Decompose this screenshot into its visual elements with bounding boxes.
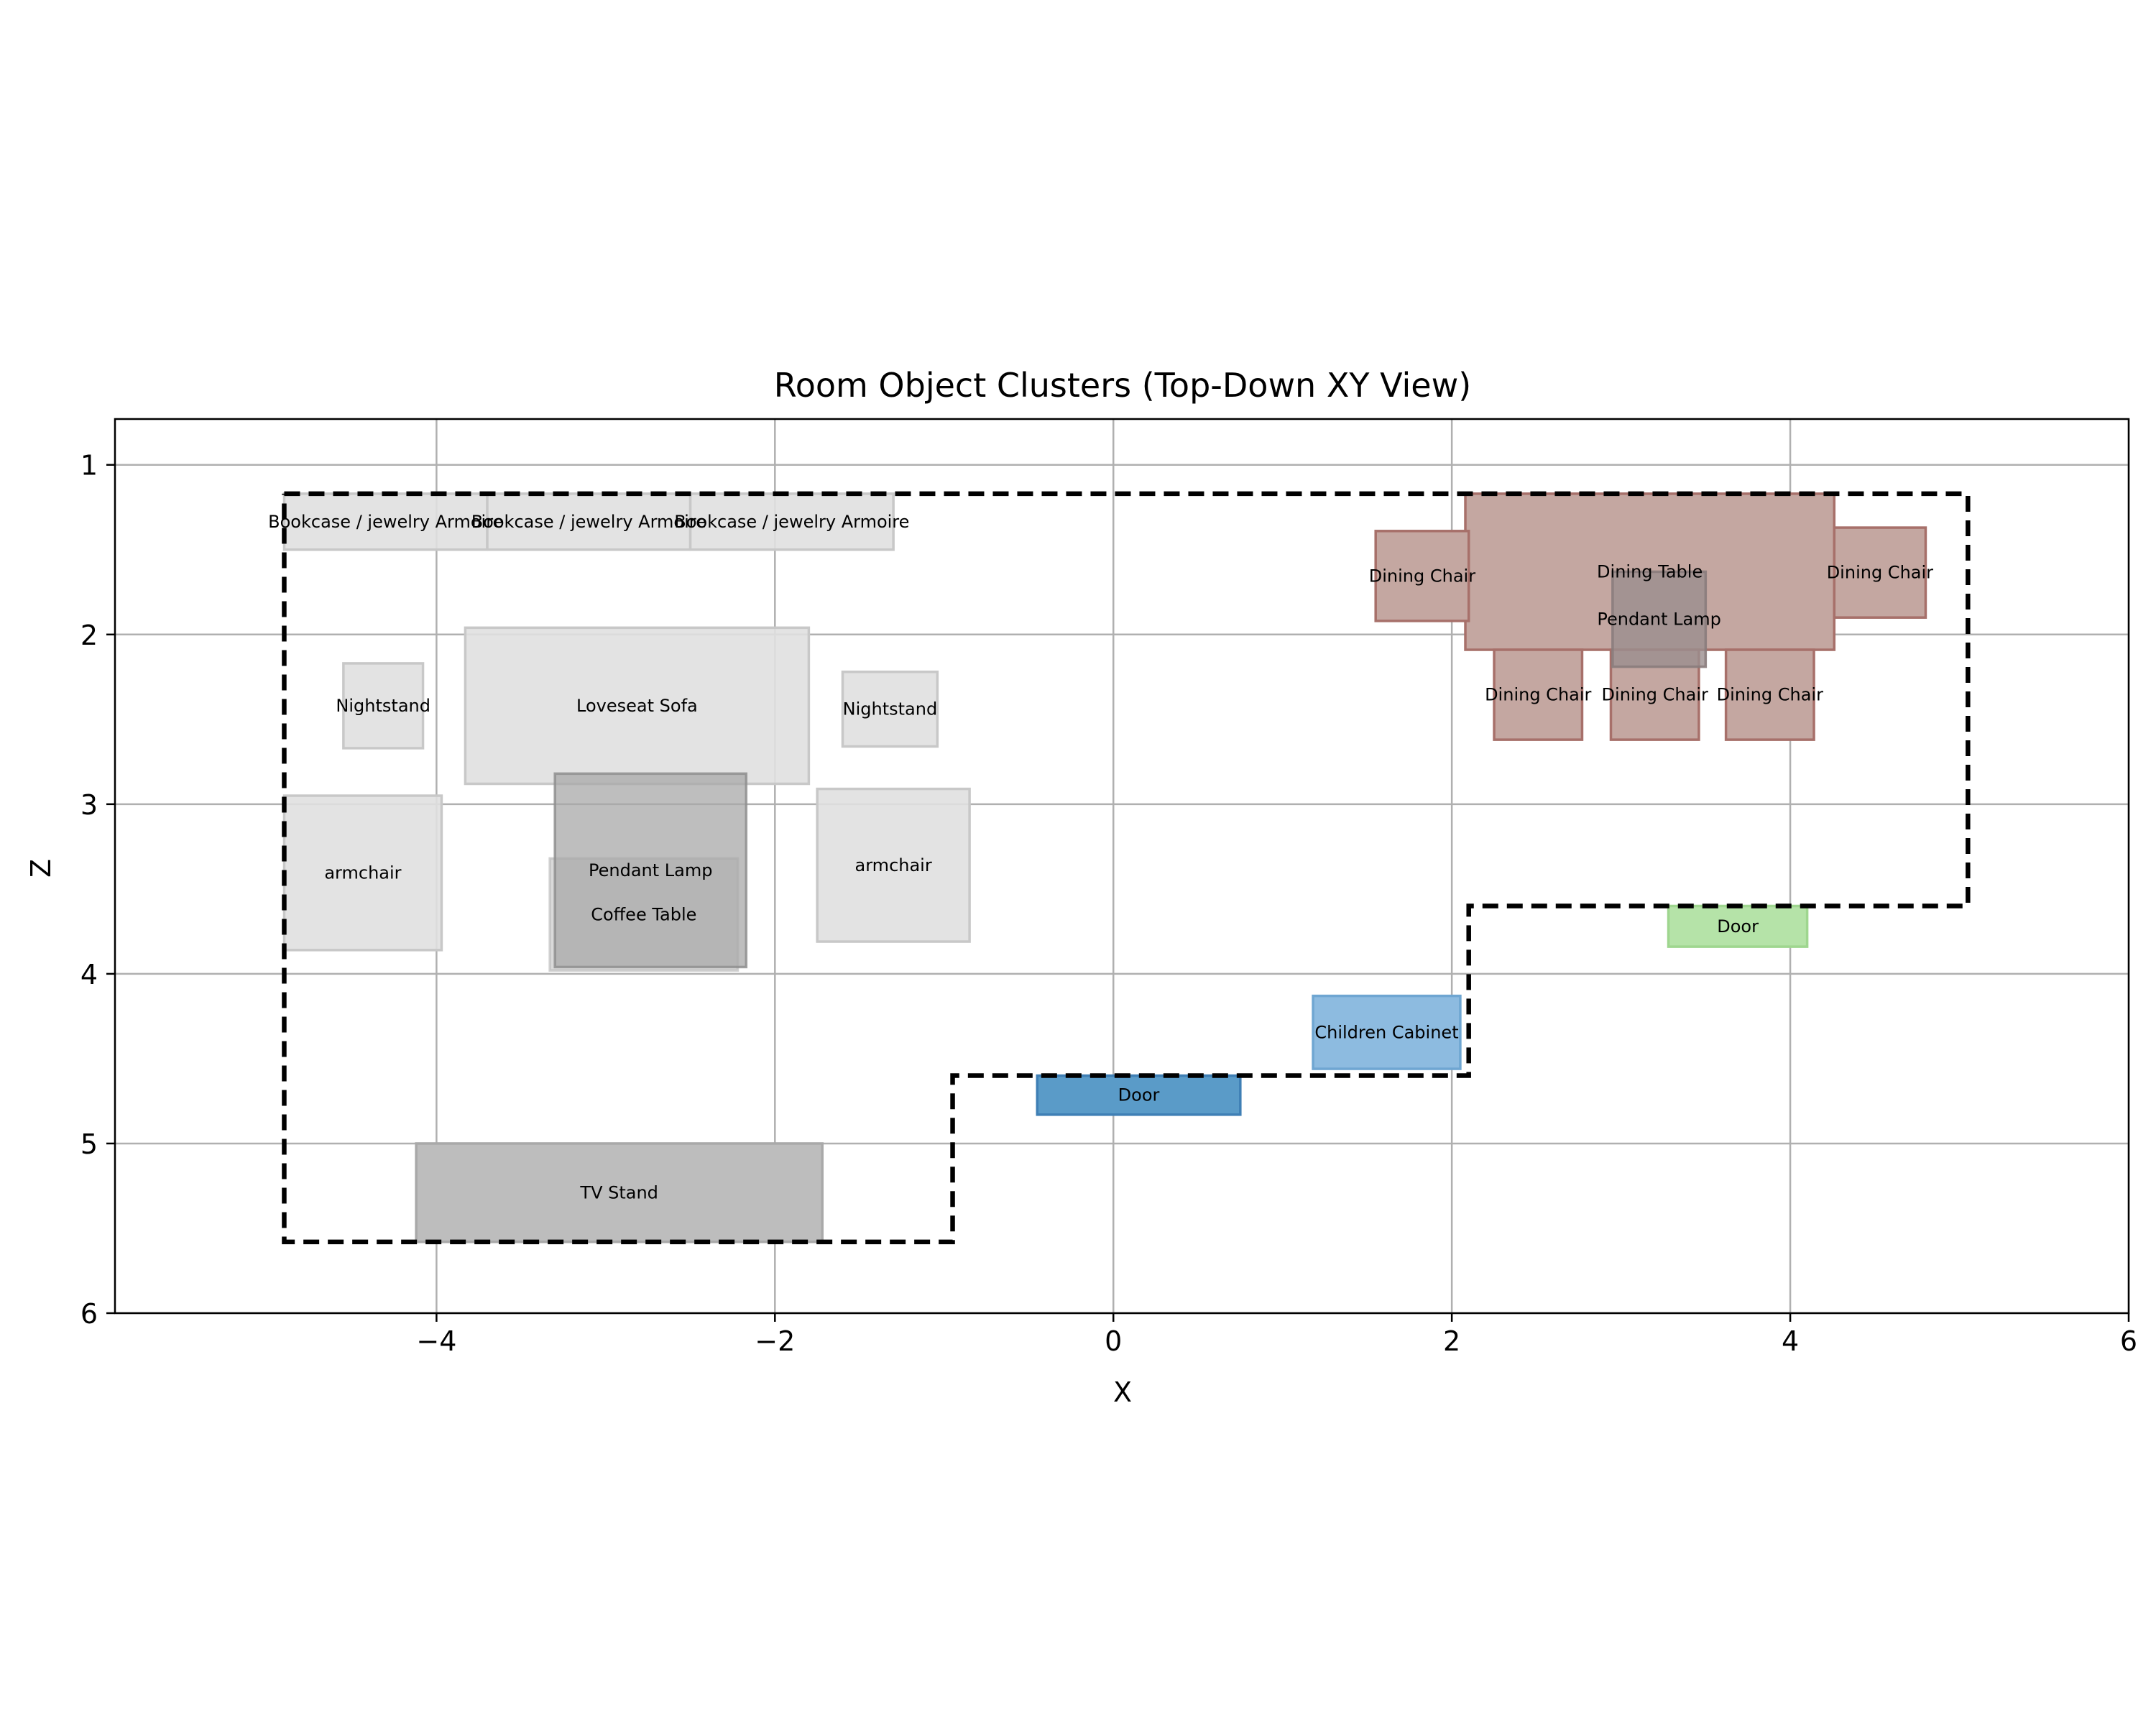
object-label: Dining Chair <box>1717 685 1823 705</box>
chart-title: Room Object Clusters (Top-Down XY View) <box>774 366 1471 405</box>
object-box-bookcase-jewelry-armoire <box>688 492 895 551</box>
object-label: armchair <box>855 855 932 875</box>
object-label: Pendant Lamp <box>589 860 712 880</box>
z-tick-label: 4 <box>80 959 98 990</box>
object-label: Nightstand <box>843 699 938 719</box>
object-box-bookcase-jewelry-armoire <box>282 492 489 551</box>
object-label: Bookcase / jewelry Armoire <box>674 512 909 532</box>
object-label: Pendant Lamp <box>1597 610 1720 630</box>
x-tick-label: −2 <box>755 1325 795 1357</box>
object-label: Dining Chair <box>1602 685 1708 705</box>
axis-ticks: −4 −2 0 2 4 6 1 2 3 4 5 6 <box>80 450 2137 1357</box>
room-outline <box>282 491 1971 1245</box>
room-boundary-line <box>282 491 1971 1245</box>
object-box-nightstand <box>841 670 939 748</box>
object-label: Door <box>1118 1085 1160 1105</box>
object-box-armchair <box>816 787 971 943</box>
object-label: Loveseat Sofa <box>576 696 698 716</box>
x-tick-label: 0 <box>1105 1325 1122 1357</box>
object-box-door <box>1667 904 1809 948</box>
x-tick-label: 4 <box>1782 1325 1799 1357</box>
object-box-door <box>1036 1074 1242 1116</box>
object-box-children-cabinet <box>1312 994 1462 1070</box>
object-label: Nightstand <box>336 696 430 716</box>
object-label: Bookcase / jewelry Armoire <box>471 512 706 532</box>
z-tick-label: 5 <box>80 1128 98 1160</box>
object-box-dining-chair <box>1724 648 1815 741</box>
object-box-nightstand <box>342 662 425 750</box>
object-label: Children Cabinet <box>1314 1022 1458 1042</box>
room-objects <box>282 492 1927 1243</box>
object-label: Dining Chair <box>1369 566 1475 586</box>
y-axis-label: Z <box>25 859 57 878</box>
object-box-dining-chair <box>1493 648 1584 741</box>
x-tick-label: −4 <box>416 1325 456 1357</box>
x-axis-label: X <box>1113 1376 1132 1408</box>
object-label: Dining Chair <box>1485 685 1591 705</box>
object-box-pendant-lamp <box>553 772 748 969</box>
object-label: Door <box>1717 916 1759 937</box>
object-label: TV Stand <box>579 1182 658 1202</box>
object-box-pendant-lamp <box>1611 570 1708 668</box>
object-box-tv-stand <box>415 1142 824 1243</box>
object-label: Bookcase / jewelry Armoire <box>268 512 503 532</box>
plot-frame <box>114 418 2130 1315</box>
z-tick-label: 6 <box>80 1298 98 1330</box>
object-box-armchair <box>282 794 443 952</box>
object-box-dining-chair <box>1833 526 1927 619</box>
z-tick-label: 3 <box>80 789 98 821</box>
object-box-dining-chair <box>1374 530 1470 622</box>
object-label: Coffee Table <box>591 904 696 924</box>
x-tick-label: 2 <box>1443 1325 1460 1357</box>
z-tick-label: 1 <box>80 450 98 482</box>
x-tick-label: 6 <box>2120 1325 2137 1357</box>
object-label: armchair <box>324 862 401 883</box>
object-label: Dining Chair <box>1827 563 1933 583</box>
z-tick-label: 2 <box>80 620 98 651</box>
object-label: Dining Table <box>1597 561 1703 581</box>
